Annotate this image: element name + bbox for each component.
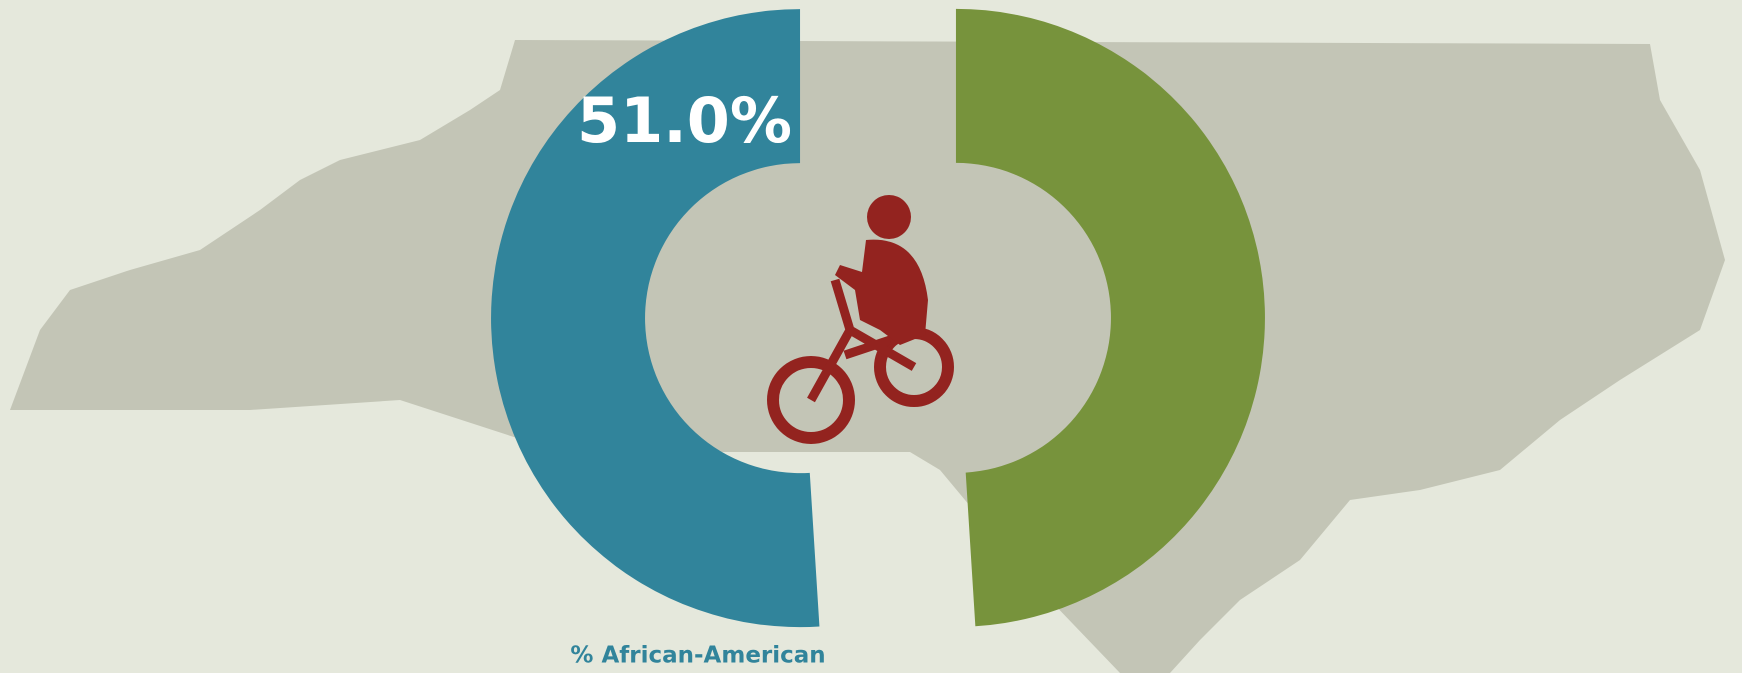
donut-segment	[491, 9, 820, 628]
rear-wheel	[767, 356, 855, 444]
rider-body	[835, 239, 928, 345]
bike-icon	[767, 195, 954, 444]
state-map	[10, 40, 1725, 673]
donut	[491, 8, 1265, 628]
value-label: 51.0%	[577, 84, 792, 157]
rider-head	[867, 195, 911, 239]
donut-segment	[955, 8, 1265, 627]
bike-frame	[807, 278, 917, 403]
category-label: % African-American	[570, 643, 825, 669]
